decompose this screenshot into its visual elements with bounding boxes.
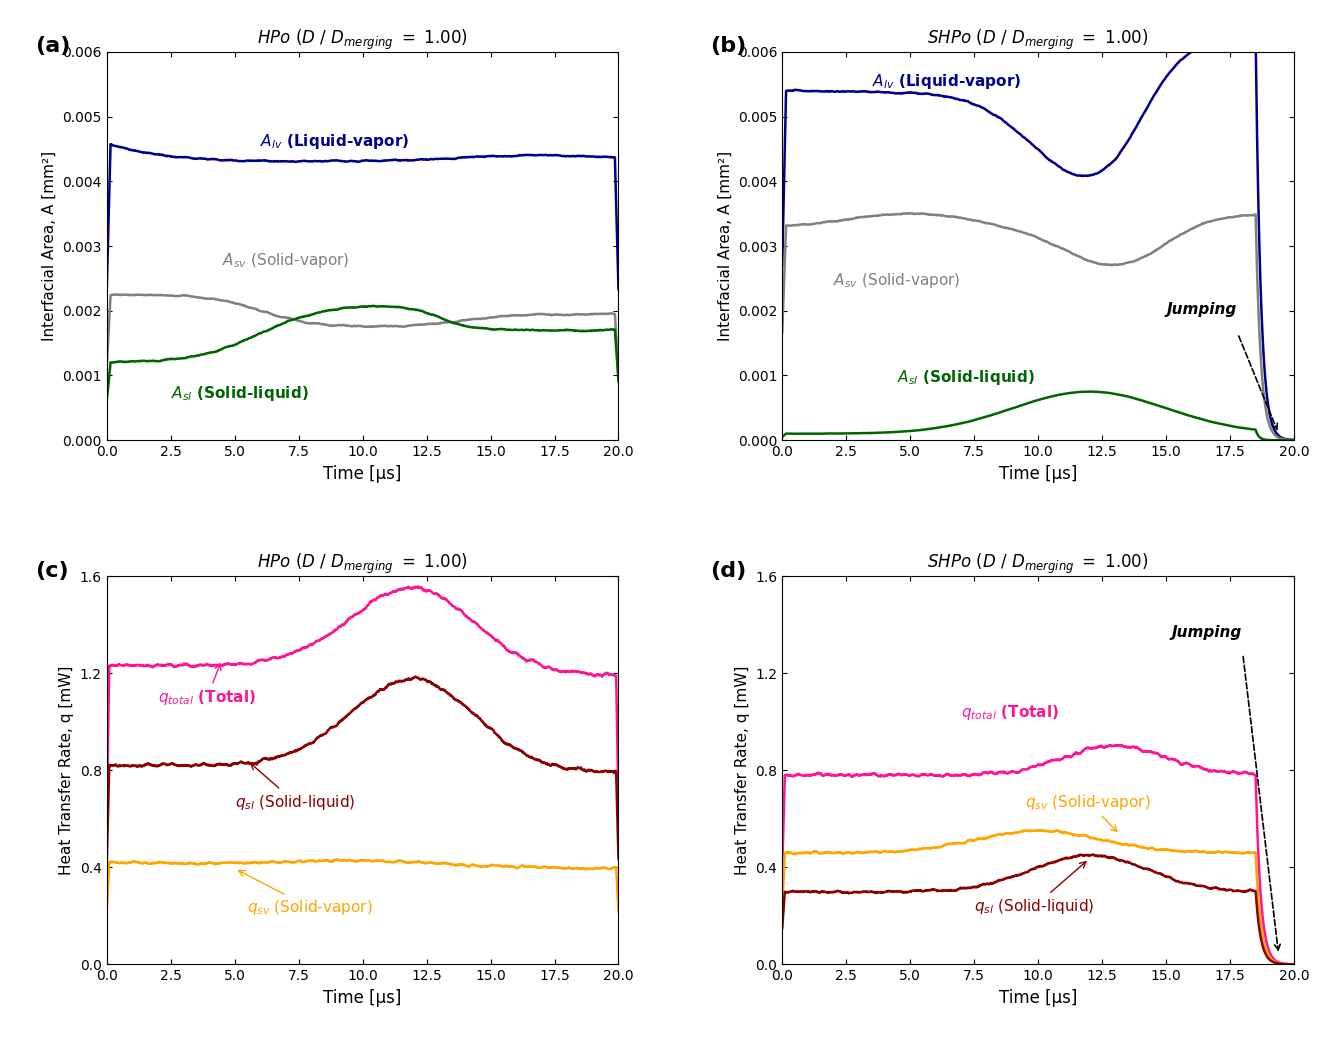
Text: $\mathit{q_{sl}}$ (Solid-liquid): $\mathit{q_{sl}}$ (Solid-liquid) xyxy=(974,862,1095,916)
Text: Jumping: Jumping xyxy=(1171,624,1242,640)
Y-axis label: Interfacial Area, A [mm²]: Interfacial Area, A [mm²] xyxy=(41,151,57,341)
Y-axis label: Heat Transfer Rate, q [mW]: Heat Transfer Rate, q [mW] xyxy=(735,666,750,875)
Text: $\mathit{A_{sv}}$ (Solid-vapor): $\mathit{A_{sv}}$ (Solid-vapor) xyxy=(221,251,350,271)
Text: (a): (a) xyxy=(35,36,71,56)
Title: $\mathit{SHPo}\ \mathit{(D\ /\ D_{merging}\ =\ 1.00)}$: $\mathit{SHPo}\ \mathit{(D\ /\ D_{mergin… xyxy=(927,552,1149,576)
Text: Jumping: Jumping xyxy=(1166,302,1237,317)
Text: (c): (c) xyxy=(35,561,68,581)
Text: (b): (b) xyxy=(711,36,747,56)
Text: $\mathit{A_{sl}}$ (Solid-liquid): $\mathit{A_{sl}}$ (Solid-liquid) xyxy=(171,384,308,403)
Y-axis label: Interfacial Area, A [mm²]: Interfacial Area, A [mm²] xyxy=(718,151,732,341)
Text: $\mathit{q_{sv}}$ (Solid-vapor): $\mathit{q_{sv}}$ (Solid-vapor) xyxy=(1026,792,1151,832)
Title: $\mathit{HPo}\ \mathit{(D\ /\ D_{merging}\ =\ 1.00)}$: $\mathit{HPo}\ \mathit{(D\ /\ D_{merging… xyxy=(257,552,468,576)
Text: $\mathit{A_{sl}}$ (Solid-liquid): $\mathit{A_{sl}}$ (Solid-liquid) xyxy=(898,368,1035,387)
X-axis label: Time [μs]: Time [μs] xyxy=(999,465,1078,482)
Text: $\mathit{q_{sv}}$ (Solid-vapor): $\mathit{q_{sv}}$ (Solid-vapor) xyxy=(239,870,374,918)
Text: $\mathit{q_{total}}$ (Total): $\mathit{q_{total}}$ (Total) xyxy=(962,703,1059,722)
Y-axis label: Heat Transfer Rate, q [mW]: Heat Transfer Rate, q [mW] xyxy=(59,666,75,875)
Text: $\mathit{A_{lv}}$ (Liquid-vapor): $\mathit{A_{lv}}$ (Liquid-vapor) xyxy=(260,132,410,150)
X-axis label: Time [μs]: Time [μs] xyxy=(323,465,402,482)
Title: $\mathit{HPo}\ \mathit{(D\ /\ D_{merging}\ =\ 1.00)}$: $\mathit{HPo}\ \mathit{(D\ /\ D_{merging… xyxy=(257,27,468,52)
Text: $\mathit{q_{total}}$ (Total): $\mathit{q_{total}}$ (Total) xyxy=(157,664,256,707)
X-axis label: Time [μs]: Time [μs] xyxy=(999,989,1078,1007)
Text: $\mathit{q_{sl}}$ (Solid-liquid): $\mathit{q_{sl}}$ (Solid-liquid) xyxy=(235,763,355,812)
X-axis label: Time [μs]: Time [μs] xyxy=(323,989,402,1007)
Title: $\mathit{SHPo}\ \mathit{(D\ /\ D_{merging}\ =\ 1.00)}$: $\mathit{SHPo}\ \mathit{(D\ /\ D_{mergin… xyxy=(927,27,1149,52)
Text: (d): (d) xyxy=(711,561,747,581)
Text: $\mathit{A_{sv}}$ (Solid-vapor): $\mathit{A_{sv}}$ (Solid-vapor) xyxy=(834,271,960,290)
Text: $\mathit{A_{lv}}$ (Liquid-vapor): $\mathit{A_{lv}}$ (Liquid-vapor) xyxy=(872,72,1021,90)
